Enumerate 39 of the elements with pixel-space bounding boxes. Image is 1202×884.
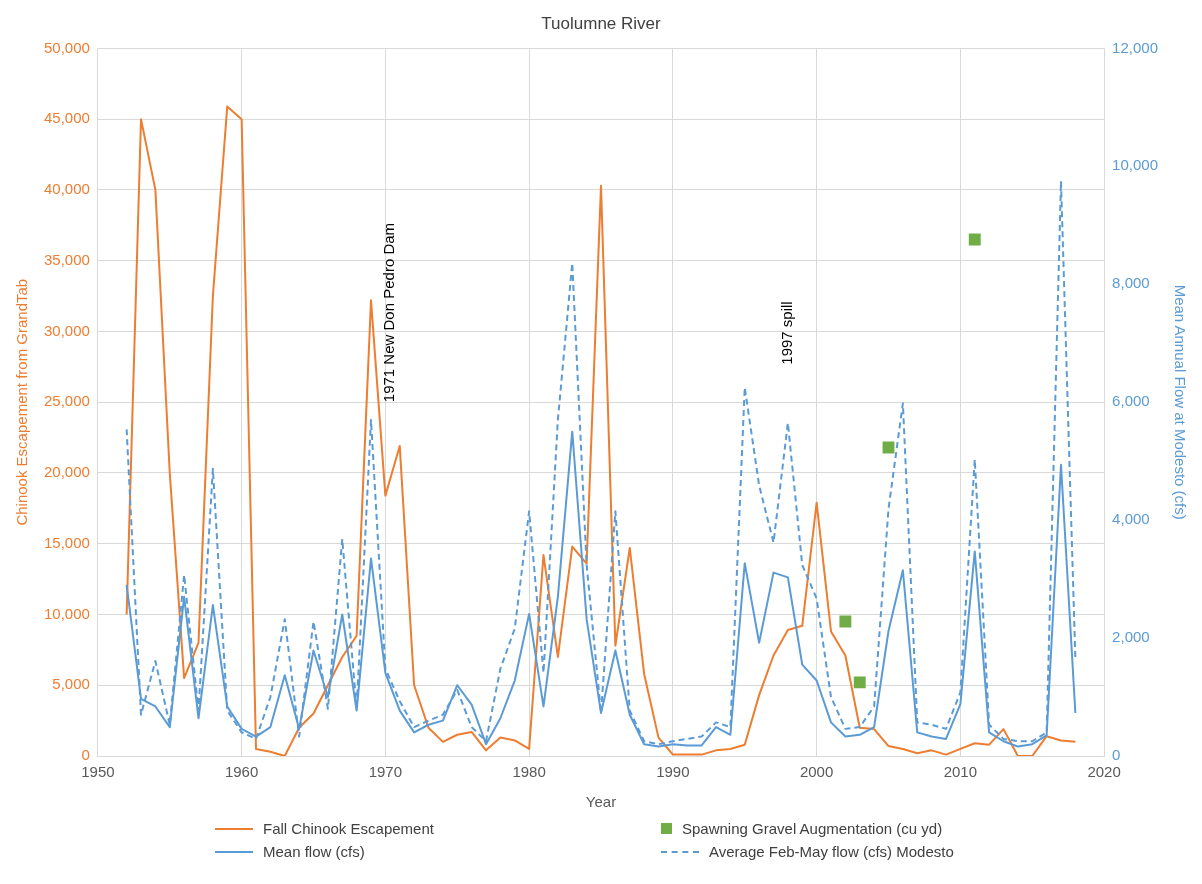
x-tick-label: 2000 — [799, 763, 834, 781]
legend-label: Mean flow (cfs) — [263, 843, 365, 860]
y-tick-label: 45,000 — [43, 109, 90, 127]
y-tick-label: 25,000 — [43, 392, 90, 410]
y2-tick-label: 4,000 — [1112, 510, 1150, 528]
point — [839, 615, 852, 628]
y-tick-label: 50,000 — [43, 38, 90, 56]
y-tick-label: 40,000 — [43, 180, 90, 198]
chart-title: Tuolumne River — [541, 13, 662, 33]
legend-label: Average Feb-May flow (cfs) Modesto — [709, 843, 954, 860]
y-tick-label: 30,000 — [43, 321, 90, 339]
x-tick-label: 1950 — [81, 763, 115, 781]
x-tick-label: 1980 — [512, 763, 546, 781]
y-tick-label: 15,000 — [43, 533, 90, 551]
x-axis-title: Year — [585, 793, 617, 811]
point — [853, 676, 866, 689]
y2-tick-label: 12,000 — [1112, 38, 1159, 56]
annotation: 1971 New Don Pedro Dam — [379, 222, 397, 403]
x-tick-label: 2020 — [1087, 763, 1121, 781]
x-tick-label: 1970 — [368, 763, 403, 781]
y-tick-label: 35,000 — [43, 250, 90, 268]
point — [968, 233, 981, 246]
y2-axis-title: Mean Annual Flow at Modesto (cfs) — [1171, 284, 1189, 520]
y2-tick-label: 8,000 — [1112, 274, 1150, 292]
y-tick-label: 20,000 — [43, 463, 90, 481]
y2-tick-label: 10,000 — [1112, 156, 1159, 174]
y-tick-label: 10,000 — [43, 604, 90, 622]
legend-label: Fall Chinook Escapement — [263, 820, 434, 837]
y-axis-title: Chinook Escapement from GrandTab — [13, 278, 31, 526]
annotation: 1997 spill — [778, 301, 796, 365]
y2-tick-label: 6,000 — [1112, 392, 1150, 410]
x-tick-label: 1990 — [656, 763, 690, 781]
legend-label: Spawning Gravel Augmentation (cu yd) — [682, 820, 943, 837]
x-tick-label: 1960 — [224, 763, 259, 781]
y-tick-label: 0 — [81, 746, 90, 764]
y-tick-label: 5,000 — [52, 675, 90, 693]
x-tick-label: 2010 — [943, 763, 978, 781]
y2-tick-label: 0 — [1112, 746, 1121, 764]
y2-tick-label: 2,000 — [1112, 628, 1150, 646]
